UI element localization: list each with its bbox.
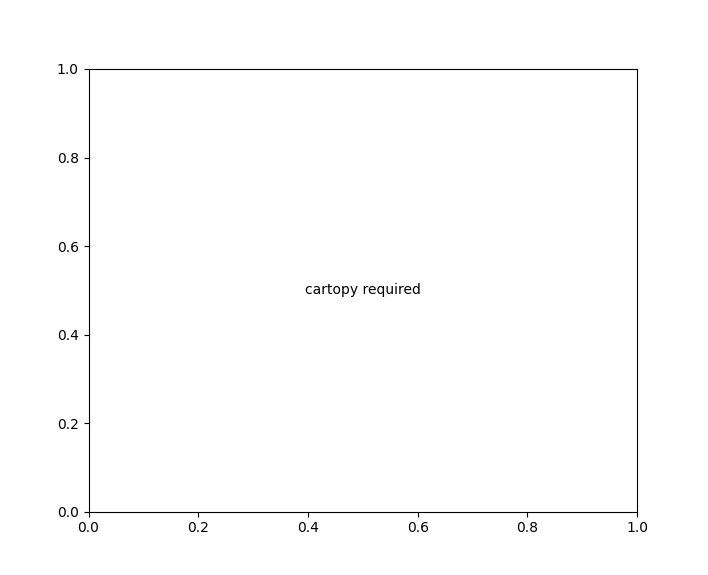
- Text: cartopy required: cartopy required: [305, 283, 421, 297]
